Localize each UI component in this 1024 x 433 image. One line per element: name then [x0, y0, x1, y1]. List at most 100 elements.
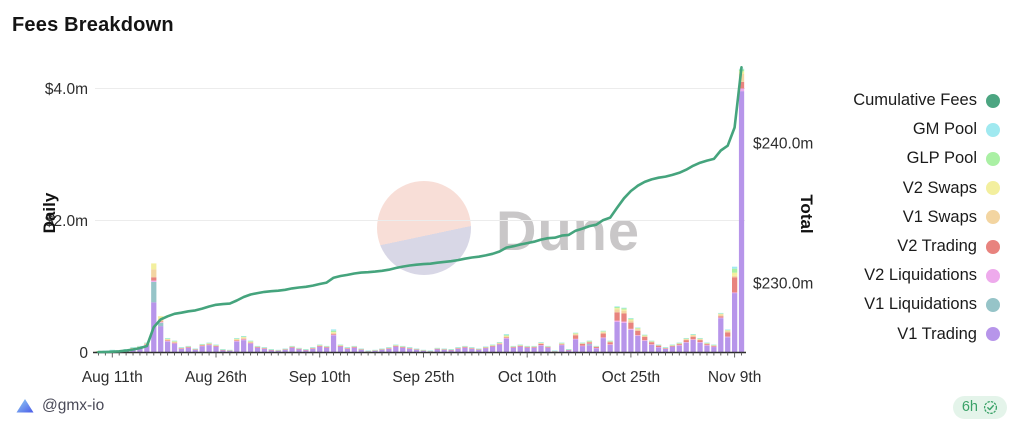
- bar-segment: [289, 345, 295, 347]
- bar-segment: [579, 343, 586, 346]
- bar-segment: [732, 268, 738, 273]
- bar-segment: [337, 344, 344, 346]
- bar-segment: [732, 277, 738, 293]
- bar-segment: [683, 339, 689, 341]
- bar-segment: [213, 345, 219, 346]
- bar-segment: [517, 346, 523, 353]
- legend-label: GLP Pool: [906, 149, 977, 168]
- bar-segment: [586, 341, 593, 343]
- legend-item-v1-swaps[interactable]: V1 Swaps: [853, 203, 1000, 232]
- bar-segment: [199, 345, 205, 346]
- bar-segment: [413, 348, 420, 350]
- bar-segment: [213, 345, 219, 346]
- bar-segment: [407, 347, 413, 348]
- bar-segment: [718, 314, 724, 317]
- bar-segment: [496, 344, 503, 345]
- bar-segment: [137, 345, 143, 347]
- bar-segment: [503, 337, 510, 339]
- bar-segment: [649, 340, 655, 342]
- bar-segment: [545, 345, 551, 347]
- bar-segment: [365, 350, 371, 352]
- bar-segment: [725, 337, 731, 353]
- legend-item-cumulative-fees[interactable]: Cumulative Fees: [853, 86, 1000, 115]
- bar-segment: [711, 344, 717, 346]
- bar-segment: [655, 347, 662, 348]
- legend-item-gm-pool[interactable]: GM Pool: [853, 115, 1000, 144]
- bar-segment: [164, 341, 171, 353]
- bar-segment: [669, 345, 676, 347]
- bar-segment: [614, 306, 620, 307]
- bar-segment: [393, 345, 399, 346]
- bar-segment: [178, 348, 185, 349]
- bar-segment: [393, 345, 399, 347]
- bar-segment: [434, 347, 440, 349]
- bar-segment: [690, 334, 696, 336]
- bar-segment: [317, 345, 323, 346]
- bar-segment: [538, 343, 544, 346]
- bar-segment: [579, 342, 586, 344]
- refresh-badge[interactable]: 6h: [952, 396, 1007, 419]
- bar-segment: [379, 348, 385, 350]
- legend-item-v2-liquidations[interactable]: V2 Liquidations: [853, 261, 1000, 290]
- bar-segment: [379, 349, 385, 353]
- bar-segment: [206, 345, 212, 353]
- bar-segment: [635, 329, 641, 331]
- bar-segment: [400, 347, 406, 348]
- bar-segment: [649, 341, 655, 343]
- author-link[interactable]: @gmx-io: [16, 397, 104, 415]
- bar-segment: [621, 308, 627, 310]
- bar-segment: [330, 335, 337, 353]
- bar-segment: [669, 345, 676, 346]
- bar-segment: [718, 317, 724, 319]
- bar-segment: [614, 312, 620, 321]
- legend-label: V1 Trading: [897, 324, 977, 343]
- bar-segment: [621, 307, 627, 309]
- bar-segment: [503, 334, 510, 335]
- bar-segment: [635, 328, 641, 330]
- legend-item-v1-trading[interactable]: V1 Trading: [853, 320, 1000, 349]
- bar-segment: [538, 342, 544, 344]
- bar-segment: [566, 349, 572, 350]
- bar-segment: [310, 348, 316, 349]
- bar-segment: [241, 339, 247, 341]
- bar-segment: [386, 348, 392, 349]
- bar-segment: [317, 345, 323, 346]
- bar-segment: [268, 350, 274, 353]
- bar-segment: [621, 310, 627, 314]
- bar-segment: [628, 328, 634, 330]
- bar-segment: [358, 349, 364, 353]
- bar-segment: [171, 342, 178, 344]
- legend-item-v1-liquidations[interactable]: V1 Liquidations: [853, 290, 1000, 319]
- bar-segment: [621, 321, 627, 323]
- bar-segment: [711, 346, 717, 353]
- bar-segment: [206, 344, 212, 345]
- bar-segment: [510, 347, 516, 353]
- bar-segment: [289, 347, 295, 348]
- bar-segment: [697, 339, 703, 341]
- bar-segment: [289, 347, 295, 353]
- bar-segment: [310, 348, 316, 353]
- bar-segment: [531, 347, 537, 348]
- bar-segment: [683, 342, 689, 353]
- legend-item-v2-trading[interactable]: V2 Trading: [853, 232, 1000, 261]
- bar-segment: [489, 345, 496, 346]
- bar-segment: [642, 340, 648, 353]
- bar-segment: [725, 330, 731, 332]
- bar-segment: [420, 349, 427, 351]
- bar-segment: [690, 336, 696, 340]
- bar-segment: [234, 340, 240, 342]
- bar-segment: [655, 347, 662, 353]
- legend-item-glp-pool[interactable]: GLP Pool: [853, 144, 1000, 173]
- bar-segment: [254, 347, 261, 353]
- legend-item-v2-swaps[interactable]: V2 Swaps: [853, 174, 1000, 203]
- bar-segment: [282, 348, 288, 350]
- bar-segment: [607, 340, 613, 342]
- bar-segment: [600, 338, 606, 353]
- bar-segment: [496, 342, 503, 344]
- bar-segment: [496, 344, 503, 353]
- bar-segment: [330, 332, 337, 333]
- bar-segment: [586, 345, 593, 353]
- bar-segment: [158, 322, 164, 327]
- bar-segment: [234, 337, 240, 339]
